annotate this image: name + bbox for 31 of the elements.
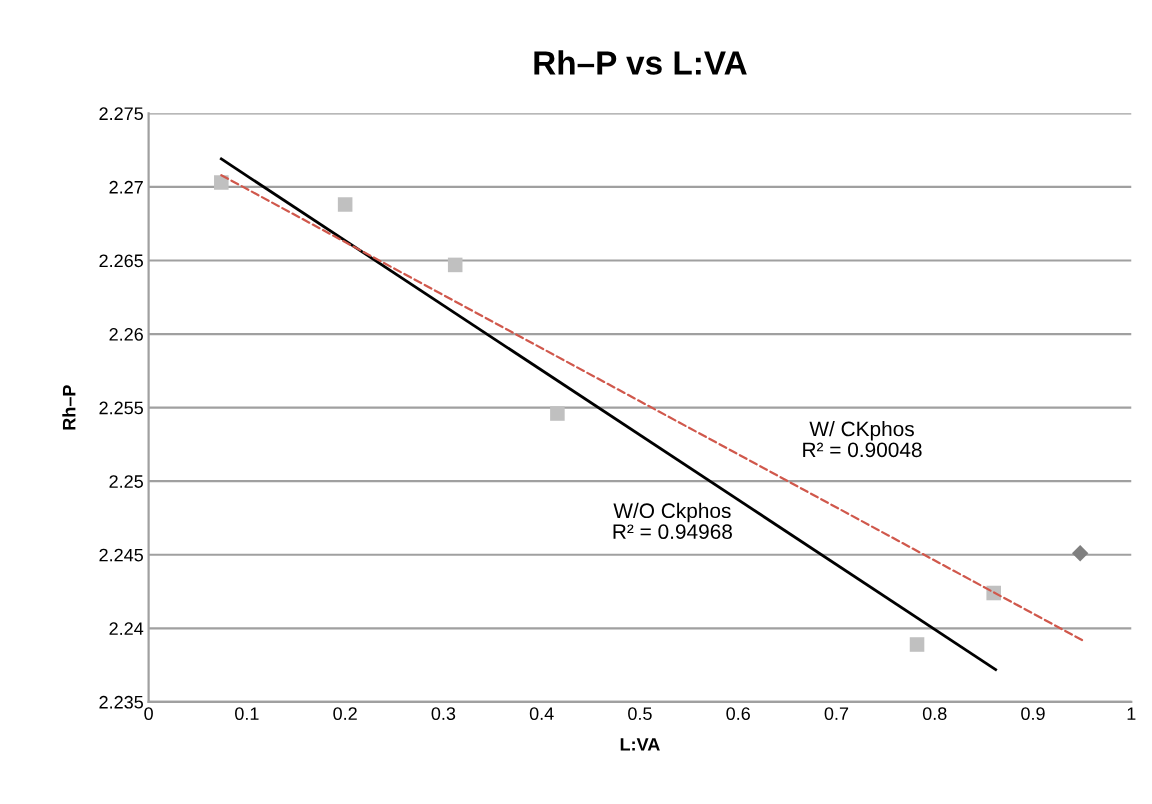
point	[214, 175, 229, 190]
y-axis-title: Rh–P	[62, 385, 76, 430]
x-tick-label: 0.5	[628, 707, 652, 721]
point	[909, 637, 925, 652]
x-tick-label: 0	[144, 707, 153, 721]
y-tick-label: 2.275	[99, 107, 143, 121]
point	[550, 406, 565, 421]
y-tick-label: 2.25	[109, 475, 143, 488]
y-tick-label: 2.255	[99, 401, 143, 415]
x-tick-label: 0.9	[1021, 707, 1045, 721]
x-tick-label: 0.6	[726, 707, 750, 721]
x-axis-title: L:VA	[620, 738, 660, 751]
point	[337, 197, 353, 212]
chart-title: Rh–P vs L:VA	[534, 50, 747, 75]
y-tick-label: 2.265	[99, 254, 143, 268]
x-tick-label: 0.7	[824, 707, 849, 721]
y-tick-label: 2.245	[99, 548, 143, 562]
x-tick-label: 0.4	[529, 707, 554, 721]
y-tick-label: 2.24	[109, 622, 144, 635]
y-tick-label: 2.26	[109, 328, 143, 341]
x-tick-label: 0.1	[235, 707, 259, 721]
point	[447, 257, 463, 273]
x-tick-label: 0.8	[922, 707, 947, 721]
x-tick-label: 1	[1127, 707, 1136, 720]
x-tick-label: 0.2	[333, 707, 357, 721]
x-tick-label: 0.3	[431, 707, 456, 721]
annotation: W/O Ckphos R² = 0.94968	[613, 502, 732, 540]
y-tick-label: 2.27	[109, 180, 143, 194]
y-tick-label: 2.235	[99, 695, 143, 709]
point	[1071, 545, 1089, 562]
annotation: W/ CKphos R² = 0.90048	[803, 421, 922, 458]
